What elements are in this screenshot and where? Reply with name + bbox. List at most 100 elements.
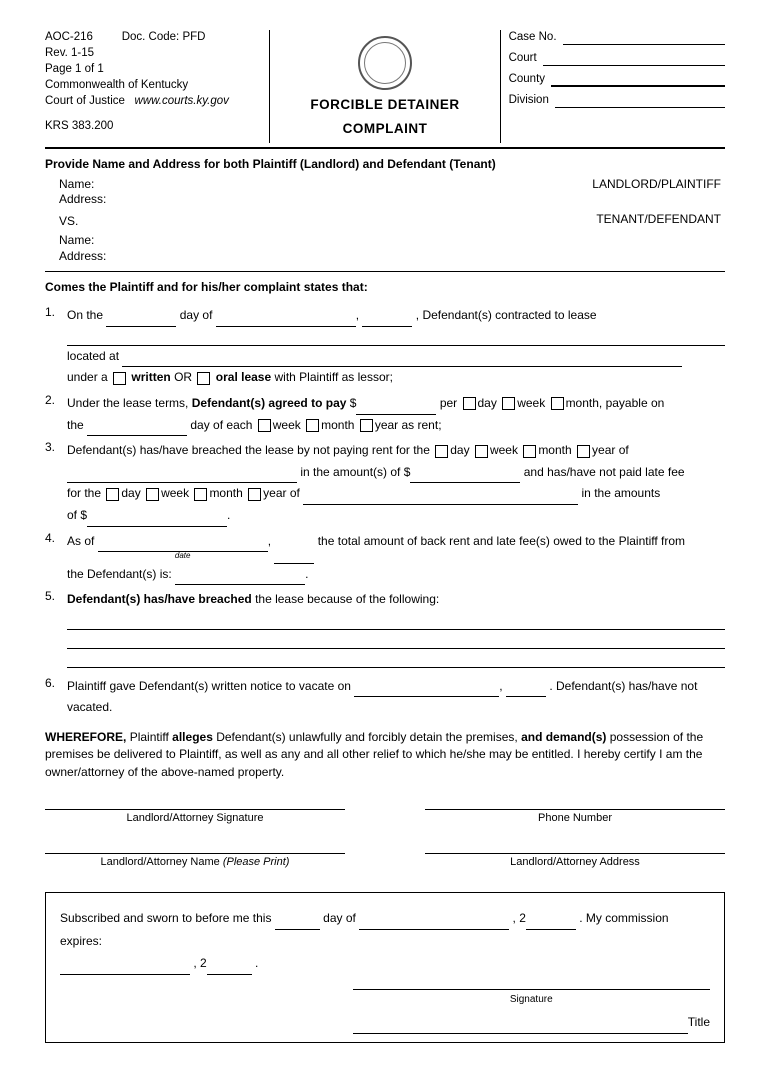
- county-field[interactable]: [551, 73, 725, 87]
- wherefore: WHEREFORE, Plaintiff alleges Defendant(s…: [45, 729, 725, 781]
- t: day: [478, 396, 497, 410]
- month4-checkbox[interactable]: [194, 488, 207, 501]
- court-field[interactable]: [543, 52, 725, 66]
- day4-checkbox[interactable]: [106, 488, 119, 501]
- sig-label: Phone Number: [538, 812, 612, 824]
- sig-label: Landlord/Attorney Address: [510, 856, 640, 868]
- item-1: 1. On the day of , , Defendant(s) contra…: [45, 305, 725, 389]
- doc-code: PFD: [182, 31, 205, 43]
- notary-title-blank[interactable]: [353, 1021, 688, 1034]
- num-4: 4.: [45, 531, 67, 586]
- t: year of: [263, 486, 300, 500]
- case-no-field[interactable]: [563, 31, 725, 45]
- num-5: 5.: [45, 589, 67, 668]
- notary-signature-line[interactable]: Signature: [353, 989, 711, 1009]
- day3-checkbox[interactable]: [435, 445, 448, 458]
- blank-field[interactable]: [410, 470, 520, 483]
- blank-field[interactable]: [60, 962, 190, 975]
- header-left: AOC-216 Doc. Code: PFD Rev. 1-15 Page 1 …: [45, 30, 269, 143]
- t: in the amounts: [582, 486, 661, 500]
- t: month: [321, 418, 354, 432]
- t: day of: [180, 308, 213, 322]
- t: OR: [174, 370, 192, 384]
- t: day: [121, 486, 140, 500]
- phone-line[interactable]: Phone Number: [425, 809, 725, 825]
- written-checkbox[interactable]: [113, 372, 126, 385]
- blank-field[interactable]: [506, 684, 546, 697]
- blank-line[interactable]: [67, 614, 725, 630]
- landlord-name-line[interactable]: Landlord/Attorney Name (Please Print): [45, 853, 345, 869]
- year3-checkbox[interactable]: [577, 445, 590, 458]
- t: WHEREFORE,: [45, 730, 126, 744]
- division-field[interactable]: [555, 94, 725, 108]
- county-label: County: [509, 72, 545, 87]
- notary-box: Subscribed and sworn to before me this d…: [45, 892, 725, 1043]
- blank-field[interactable]: [207, 962, 252, 975]
- blank-line[interactable]: [67, 652, 725, 668]
- blank-field[interactable]: [362, 314, 412, 327]
- blank-field[interactable]: [354, 684, 499, 697]
- t: year of: [592, 443, 629, 457]
- t: week: [490, 443, 518, 457]
- t: Defendant(s) agreed to pay: [192, 396, 347, 410]
- day-checkbox[interactable]: [463, 397, 476, 410]
- t: Subscribed and sworn to before me this: [60, 911, 271, 925]
- parties-instruction: Provide Name and Address for both Plaint…: [45, 157, 725, 173]
- blank-field[interactable]: [87, 423, 187, 436]
- week2-checkbox[interactable]: [258, 419, 271, 432]
- doc-code-label: Doc. Code:: [122, 31, 180, 43]
- blank-field[interactable]: [356, 402, 436, 415]
- blank-field[interactable]: [67, 470, 297, 483]
- blank-field[interactable]: [303, 492, 578, 505]
- t: the total amount of back rent and late f…: [318, 534, 685, 548]
- week4-checkbox[interactable]: [146, 488, 159, 501]
- blank-line[interactable]: [67, 633, 725, 649]
- sig-label-italic: (Please Print): [223, 856, 290, 868]
- item-5: 5. Defendant(s) has/have breached the le…: [45, 589, 725, 668]
- t: month, payable on: [566, 396, 665, 410]
- header-right: Case No. Court County Division: [501, 30, 725, 143]
- num-1: 1.: [45, 305, 67, 389]
- landlord-signature-line[interactable]: Landlord/Attorney Signature: [45, 809, 345, 825]
- landlord-role: LANDLORD/PLAINTIFF: [592, 177, 721, 193]
- blank-field[interactable]: [275, 917, 320, 930]
- blank-line[interactable]: [67, 330, 725, 346]
- blank-field[interactable]: [106, 314, 176, 327]
- case-no-label: Case No.: [509, 30, 557, 45]
- t: week: [161, 486, 189, 500]
- year-checkbox[interactable]: [360, 419, 373, 432]
- year4-checkbox[interactable]: [248, 488, 261, 501]
- oral-checkbox[interactable]: [197, 372, 210, 385]
- t: oral lease: [216, 370, 271, 384]
- form-title-1: FORCIBLE DETAINER: [310, 96, 459, 114]
- blank-field[interactable]: [87, 514, 227, 527]
- court-of-justice: Court of Justice: [45, 95, 125, 107]
- t: As of: [67, 534, 94, 548]
- landlord-address-line[interactable]: Landlord/Attorney Address: [425, 853, 725, 869]
- t: and has/have not paid late fee: [524, 465, 685, 479]
- form-title-2: COMPLAINT: [310, 120, 459, 138]
- t: of $: [67, 508, 87, 522]
- week-checkbox[interactable]: [502, 397, 515, 410]
- t: for the: [67, 486, 101, 500]
- blank-field[interactable]: [526, 917, 576, 930]
- num-2: 2.: [45, 393, 67, 436]
- blank-field[interactable]: [216, 314, 356, 327]
- blank-field[interactable]: [175, 572, 305, 585]
- t: Defendant(s) unlawfully and forcibly det…: [216, 730, 518, 744]
- t: .: [255, 956, 258, 970]
- blank-field[interactable]: [359, 917, 509, 930]
- item-4: 4. As of date , the total amount of back…: [45, 531, 725, 586]
- blank-field[interactable]: [122, 354, 682, 367]
- t: the Defendant(s) is:: [67, 567, 172, 581]
- month2-checkbox[interactable]: [306, 419, 319, 432]
- court-seal-icon: [358, 36, 412, 90]
- month-checkbox[interactable]: [551, 397, 564, 410]
- defendant-name-label: Name:: [59, 233, 725, 249]
- blank-field[interactable]: [274, 551, 314, 564]
- week3-checkbox[interactable]: [475, 445, 488, 458]
- month3-checkbox[interactable]: [523, 445, 536, 458]
- defendant-address-label: Address:: [59, 249, 725, 265]
- court-label: Court: [509, 51, 537, 66]
- num-3: 3.: [45, 440, 67, 526]
